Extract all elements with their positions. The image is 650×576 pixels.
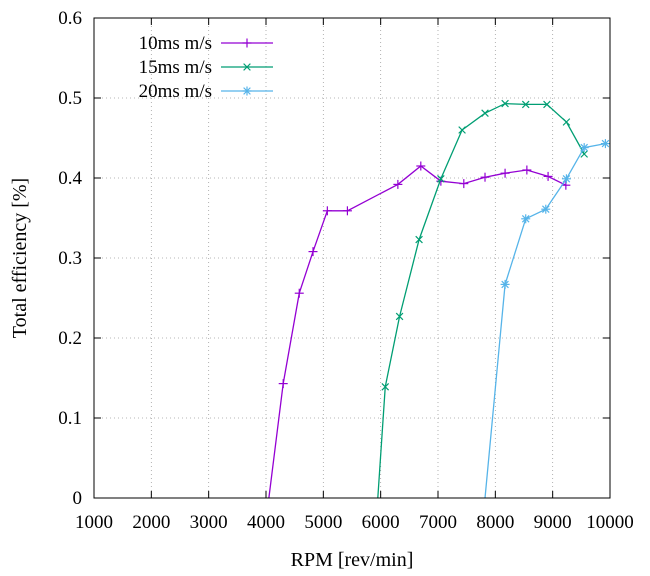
marker-stroke <box>243 87 251 95</box>
series-layer <box>268 99 610 499</box>
y-tick-label: 0.1 <box>58 408 82 429</box>
series-line <box>377 102 585 499</box>
y-tick-label: 0.3 <box>58 248 82 269</box>
marker-stroke <box>601 139 610 148</box>
data-point <box>278 379 288 389</box>
y-tick-label: 0.4 <box>58 168 82 189</box>
x-tick-label: 2000 <box>132 512 170 533</box>
marker-stroke <box>458 126 466 134</box>
x-tick-label: 4000 <box>247 512 285 533</box>
marker-stroke <box>481 109 489 117</box>
data-point <box>458 126 466 134</box>
data-point <box>322 206 332 216</box>
legend-swatch-marker <box>243 63 251 71</box>
legend-label: 10ms m/s <box>139 33 212 54</box>
marker-stroke <box>562 175 571 183</box>
data-point <box>543 100 551 109</box>
data-point <box>501 99 509 108</box>
grid <box>94 18 610 498</box>
data-point <box>521 100 530 109</box>
y-tick-label: 0.2 <box>58 328 82 349</box>
data-point <box>541 204 551 214</box>
data-point <box>393 179 403 189</box>
data-point <box>500 168 510 178</box>
x-tick-label: 9000 <box>534 512 572 533</box>
marker-stroke <box>395 312 404 321</box>
x-tick-label: 10000 <box>586 512 634 533</box>
marker-stroke <box>580 150 588 158</box>
series-3 <box>484 139 610 499</box>
data-point <box>381 383 390 391</box>
data-point <box>579 143 589 153</box>
data-point <box>294 288 304 298</box>
y-tick-label: 0.6 <box>58 8 82 29</box>
x-tick-label: 8000 <box>476 512 514 533</box>
marker-stroke <box>562 118 571 126</box>
data-point <box>459 179 469 189</box>
data-point <box>415 235 423 244</box>
marker-stroke <box>415 235 423 244</box>
series-line <box>484 142 606 499</box>
data-point <box>562 118 571 126</box>
marker-stroke <box>501 280 509 289</box>
data-point <box>521 214 531 224</box>
x-tick-label: 6000 <box>362 512 400 533</box>
x-tick-label: 7000 <box>419 512 457 533</box>
ticks: 1000 2000 3000 4000 5000 6000 7000 8000 9000 1000… <box>58 8 634 533</box>
marker-stroke <box>521 215 530 223</box>
legend-swatch-marker <box>242 38 252 48</box>
x-axis-title: RPM [rev/min] <box>291 549 414 571</box>
legend: 10ms m/s 15ms m/s 20ms m/s <box>139 33 273 102</box>
data-point <box>416 161 426 171</box>
data-point <box>342 206 352 216</box>
legend-label: 15ms m/s <box>139 57 212 78</box>
series-2 <box>377 99 588 499</box>
y-tick-label: 0.5 <box>58 88 82 109</box>
marker-stroke <box>381 383 390 391</box>
data-point <box>481 109 489 117</box>
marker-stroke <box>580 143 588 152</box>
data-point <box>437 175 445 183</box>
marker-stroke <box>243 63 251 71</box>
legend-label: 20ms m/s <box>139 81 212 102</box>
marker-stroke <box>543 100 551 109</box>
x-tick-label: 5000 <box>304 512 342 533</box>
data-point <box>480 172 490 182</box>
marker-stroke <box>541 205 550 213</box>
marker-stroke <box>521 100 530 109</box>
data-point <box>500 279 510 289</box>
data-point <box>600 139 610 149</box>
x-tick-label: 3000 <box>190 512 228 533</box>
marker-stroke <box>437 175 445 183</box>
marker-stroke <box>501 99 509 108</box>
series-line <box>268 165 567 499</box>
data-point <box>561 174 571 184</box>
y-tick-label: 0 <box>73 488 83 509</box>
x-tick-label: 1000 <box>75 512 113 533</box>
data-point <box>522 165 532 175</box>
data-point <box>308 247 318 257</box>
y-axis-title: Total efficiency [%] <box>9 178 31 338</box>
data-point <box>395 312 404 321</box>
legend-swatch-marker <box>242 86 252 96</box>
data-point <box>543 171 553 181</box>
series-1 <box>268 161 571 499</box>
